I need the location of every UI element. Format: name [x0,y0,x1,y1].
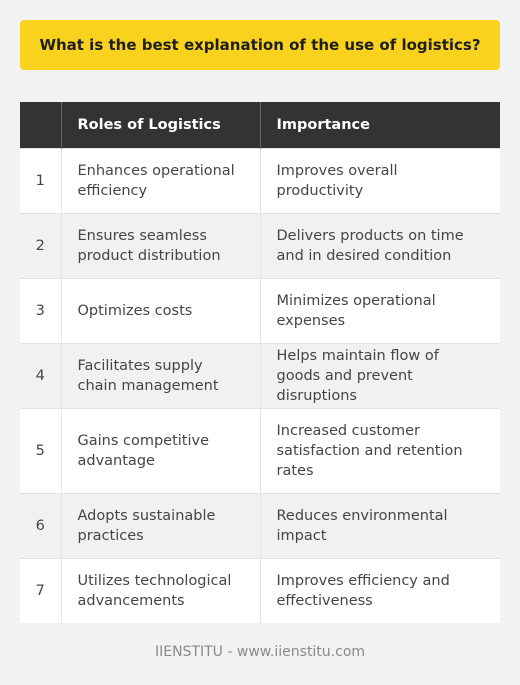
page-title: What is the best explanation of the use … [39,36,481,54]
row-number: 1 [20,148,62,214]
table-row: 5 Gains competitive advantage Increased … [20,408,500,494]
row-number: 3 [20,278,62,344]
row-importance: Minimizes operational expenses [260,278,500,344]
table-row: 4 Facilitates supply chain management He… [20,343,500,409]
row-importance: Reduces environmental impact [260,493,500,559]
row-role: Ensures seamless product distribution [61,213,261,279]
table-row: 7 Utilizes technological advancements Im… [20,558,500,623]
header-roles: Roles of Logistics [61,102,261,149]
logistics-roles-table: Roles of Logistics Importance 1 Enhances… [20,102,500,623]
header-number [20,102,62,149]
row-number: 4 [20,343,62,409]
row-importance: Improves overall productivity [260,148,500,214]
row-number: 5 [20,408,62,494]
row-number: 7 [20,558,62,623]
table-row: 6 Adopts sustainable practices Reduces e… [20,493,500,559]
table-row: 2 Ensures seamless product distribution … [20,213,500,279]
row-importance: Helps maintain flow of goods and prevent… [260,343,500,409]
row-number: 2 [20,213,62,279]
footer-credit: IIENSTITU - www.iienstitu.com [154,644,366,660]
header-importance: Importance [260,102,500,149]
row-number: 6 [20,493,62,559]
table-header-row: Roles of Logistics Importance [20,102,500,149]
row-importance: Improves efficiency and effectiveness [260,558,500,623]
row-role: Adopts sustainable practices [61,493,261,559]
row-role: Optimizes costs [61,278,261,344]
table-row: 3 Optimizes costs Minimizes operational … [20,278,500,344]
row-role: Facilitates supply chain management [61,343,261,409]
row-role: Enhances operational efficiency [61,148,261,214]
row-role: Utilizes technological advancements [61,558,261,623]
table-row: 1 Enhances operational efficiency Improv… [20,148,500,214]
row-role: Gains competitive advantage [61,408,261,494]
row-importance: Delivers products on time and in desired… [260,213,500,279]
title-banner: What is the best explanation of the use … [20,20,500,70]
row-importance: Increased customer satisfaction and rete… [260,408,500,494]
